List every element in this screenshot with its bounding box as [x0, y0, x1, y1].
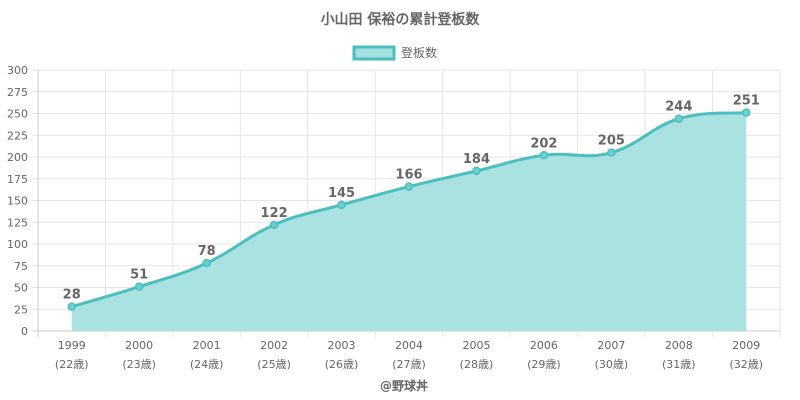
credit-text: @野球丼: [380, 378, 428, 393]
x-tick-sublabel: (22歳): [55, 358, 89, 371]
x-axis-ticks: 1999 (22歳) 2000 (23歳) 2001 (24歳) 2002 (25歳) 2003…: [55, 339, 763, 371]
data-point: [539, 151, 549, 160]
legend-label: 登板数: [401, 45, 437, 60]
data-labels: 28 51 78 122 145 166 184 202 205 244 251: [63, 94, 760, 303]
x-tick-label: 2005: [462, 339, 490, 352]
legend[interactable]: 登板数: [352, 45, 437, 61]
data-label: 28: [63, 288, 81, 303]
chart-title: 小山田 保裕の累計登板数: [321, 11, 481, 28]
data-label: 145: [328, 186, 355, 201]
x-tick-sublabel: (24歳): [190, 358, 224, 371]
y-tick-label: 125: [7, 216, 28, 229]
series-fill: [71, 112, 747, 331]
data-label: 184: [463, 152, 490, 167]
y-axis-ticks: 0 25 50 75 100 125 150 175 200 225 250 275 300: [7, 64, 28, 338]
data-point: [67, 302, 76, 311]
x-tick-sublabel: (29歳): [527, 358, 561, 371]
y-tick-label: 300: [7, 64, 28, 77]
data-label: 205: [598, 134, 625, 149]
x-tick-sublabel: (25歳): [257, 358, 291, 371]
x-tick-sublabel: (30歳): [595, 358, 629, 371]
data-label: 166: [395, 168, 422, 183]
y-tick-label: 200: [7, 151, 28, 164]
data-point: [134, 282, 144, 291]
data-point: [472, 166, 481, 176]
x-tick-label: 2007: [597, 339, 625, 352]
y-tick-label: 100: [7, 238, 28, 251]
x-tick-sublabel: (31歳): [662, 358, 696, 371]
y-tick-label: 75: [14, 260, 28, 273]
x-tick-label: 2003: [328, 339, 356, 352]
x-tick-label: 2006: [530, 339, 558, 352]
data-point: [202, 258, 211, 268]
data-points: [67, 108, 751, 311]
data-point: [404, 182, 414, 191]
y-tick-label: 275: [7, 86, 28, 99]
x-tick-sublabel: (23歳): [122, 358, 156, 371]
x-tick-label: 2004: [395, 339, 423, 352]
x-tick-sublabel: (32歳): [729, 358, 763, 371]
x-tick-label: 2008: [665, 339, 693, 352]
data-point: [742, 108, 751, 117]
x-tick-label: 2009: [732, 339, 760, 352]
y-tick-label: 175: [7, 173, 28, 186]
legend-swatch: [352, 45, 396, 61]
data-label: 78: [198, 244, 216, 259]
x-tick-sublabel: (27歳): [392, 358, 426, 371]
y-tick-label: 50: [14, 282, 28, 295]
y-tick-label: 150: [7, 195, 28, 208]
data-point: [269, 220, 279, 230]
x-tick-label: 2002: [260, 339, 288, 352]
x-tick-label: 2000: [125, 339, 153, 352]
x-tick-sublabel: (28歳): [460, 358, 494, 371]
data-label: 251: [733, 94, 760, 109]
data-label: 244: [665, 100, 692, 115]
x-tick-label: 1999: [58, 339, 86, 352]
y-tick-label: 225: [7, 129, 28, 142]
data-point: [607, 148, 616, 157]
data-point: [337, 200, 346, 210]
y-tick-label: 250: [7, 108, 28, 121]
data-point: [674, 114, 684, 123]
y-tick-label: 0: [21, 325, 28, 338]
data-label: 202: [530, 136, 557, 151]
data-label: 51: [130, 268, 148, 283]
data-label: 122: [261, 206, 288, 221]
y-tick-label: 25: [14, 303, 28, 316]
x-tick-label: 2001: [193, 339, 221, 352]
x-tick-sublabel: (26歳): [325, 358, 359, 371]
